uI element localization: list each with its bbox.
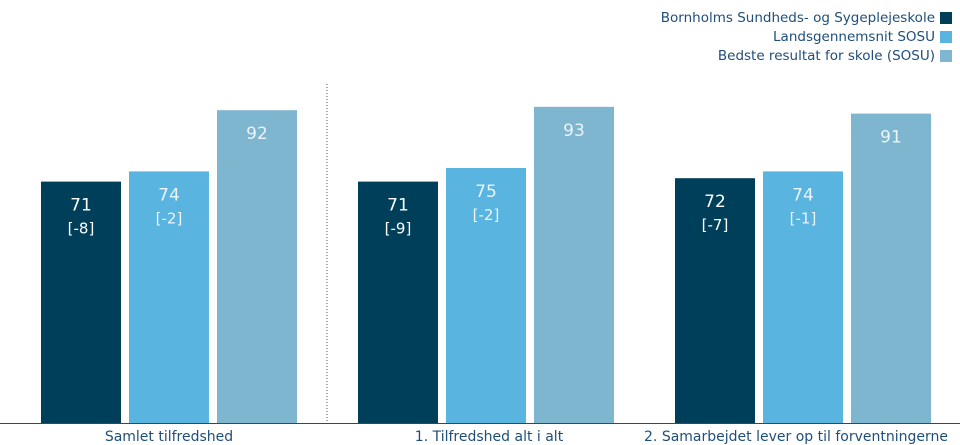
category-label-1: 1. Tilfredshed alt i alt — [415, 429, 564, 445]
bar-0-1 — [129, 171, 209, 423]
bar-0-0 — [41, 181, 121, 423]
bar-2-0 — [675, 178, 755, 423]
legend-item-national: Landsgennemsnit SOSU — [661, 27, 952, 46]
value-label-0-1: 74 — [158, 185, 180, 205]
bar-2-1 — [763, 171, 843, 423]
category-label-0: Samlet tilfredshed — [105, 429, 233, 445]
legend-item-school: Bornholms Sundheds- og Sygeplejeskole — [661, 8, 952, 27]
bar-1-2 — [534, 106, 614, 424]
diff-label-1-1: [-2] — [473, 206, 500, 224]
legend-label-best: Bedste resultat for skole (SOSU) — [717, 47, 935, 64]
value-label-0-2: 92 — [246, 124, 268, 144]
value-label-1-2: 93 — [563, 121, 585, 141]
value-label-2-0: 72 — [704, 192, 726, 212]
bar-0-2 — [217, 110, 297, 423]
legend-swatch-school — [940, 11, 952, 24]
legend-swatch-best — [940, 49, 952, 62]
legend: Bornholms Sundheds- og Sygeplejeskole La… — [661, 8, 952, 65]
bar-2-2 — [851, 113, 931, 423]
bar-1-1 — [446, 168, 526, 423]
value-label-1-1: 75 — [475, 182, 497, 202]
value-label-0-0: 71 — [70, 196, 92, 216]
legend-swatch-national — [940, 30, 952, 43]
legend-label-school: Bornholms Sundheds- og Sygeplejeskole — [660, 9, 935, 26]
value-label-2-1: 74 — [792, 185, 814, 205]
diff-label-0-1: [-2] — [156, 209, 183, 227]
category-label-2: 2. Samarbejdet lever op til forventninge… — [644, 429, 948, 445]
diff-label-2-1: [-1] — [790, 209, 817, 227]
bar-1-0 — [358, 181, 438, 423]
legend-item-best: Bedste resultat for skole (SOSU) — [661, 46, 952, 65]
value-label-2-2: 91 — [880, 128, 902, 148]
diff-label-2-0: [-7] — [702, 216, 729, 234]
value-label-1-0: 71 — [387, 196, 409, 216]
legend-label-national: Landsgennemsnit SOSU — [773, 28, 935, 45]
diff-label-1-0: [-9] — [385, 220, 412, 238]
diff-label-0-0: [-8] — [68, 220, 95, 238]
